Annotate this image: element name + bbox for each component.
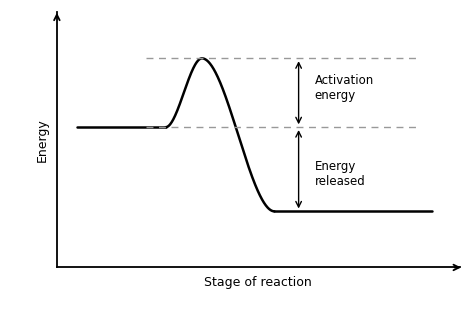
- Y-axis label: Energy: Energy: [36, 118, 48, 162]
- X-axis label: Stage of reaction: Stage of reaction: [204, 276, 312, 289]
- Text: Energy
released: Energy released: [315, 160, 365, 188]
- Text: Activation
energy: Activation energy: [315, 74, 374, 102]
